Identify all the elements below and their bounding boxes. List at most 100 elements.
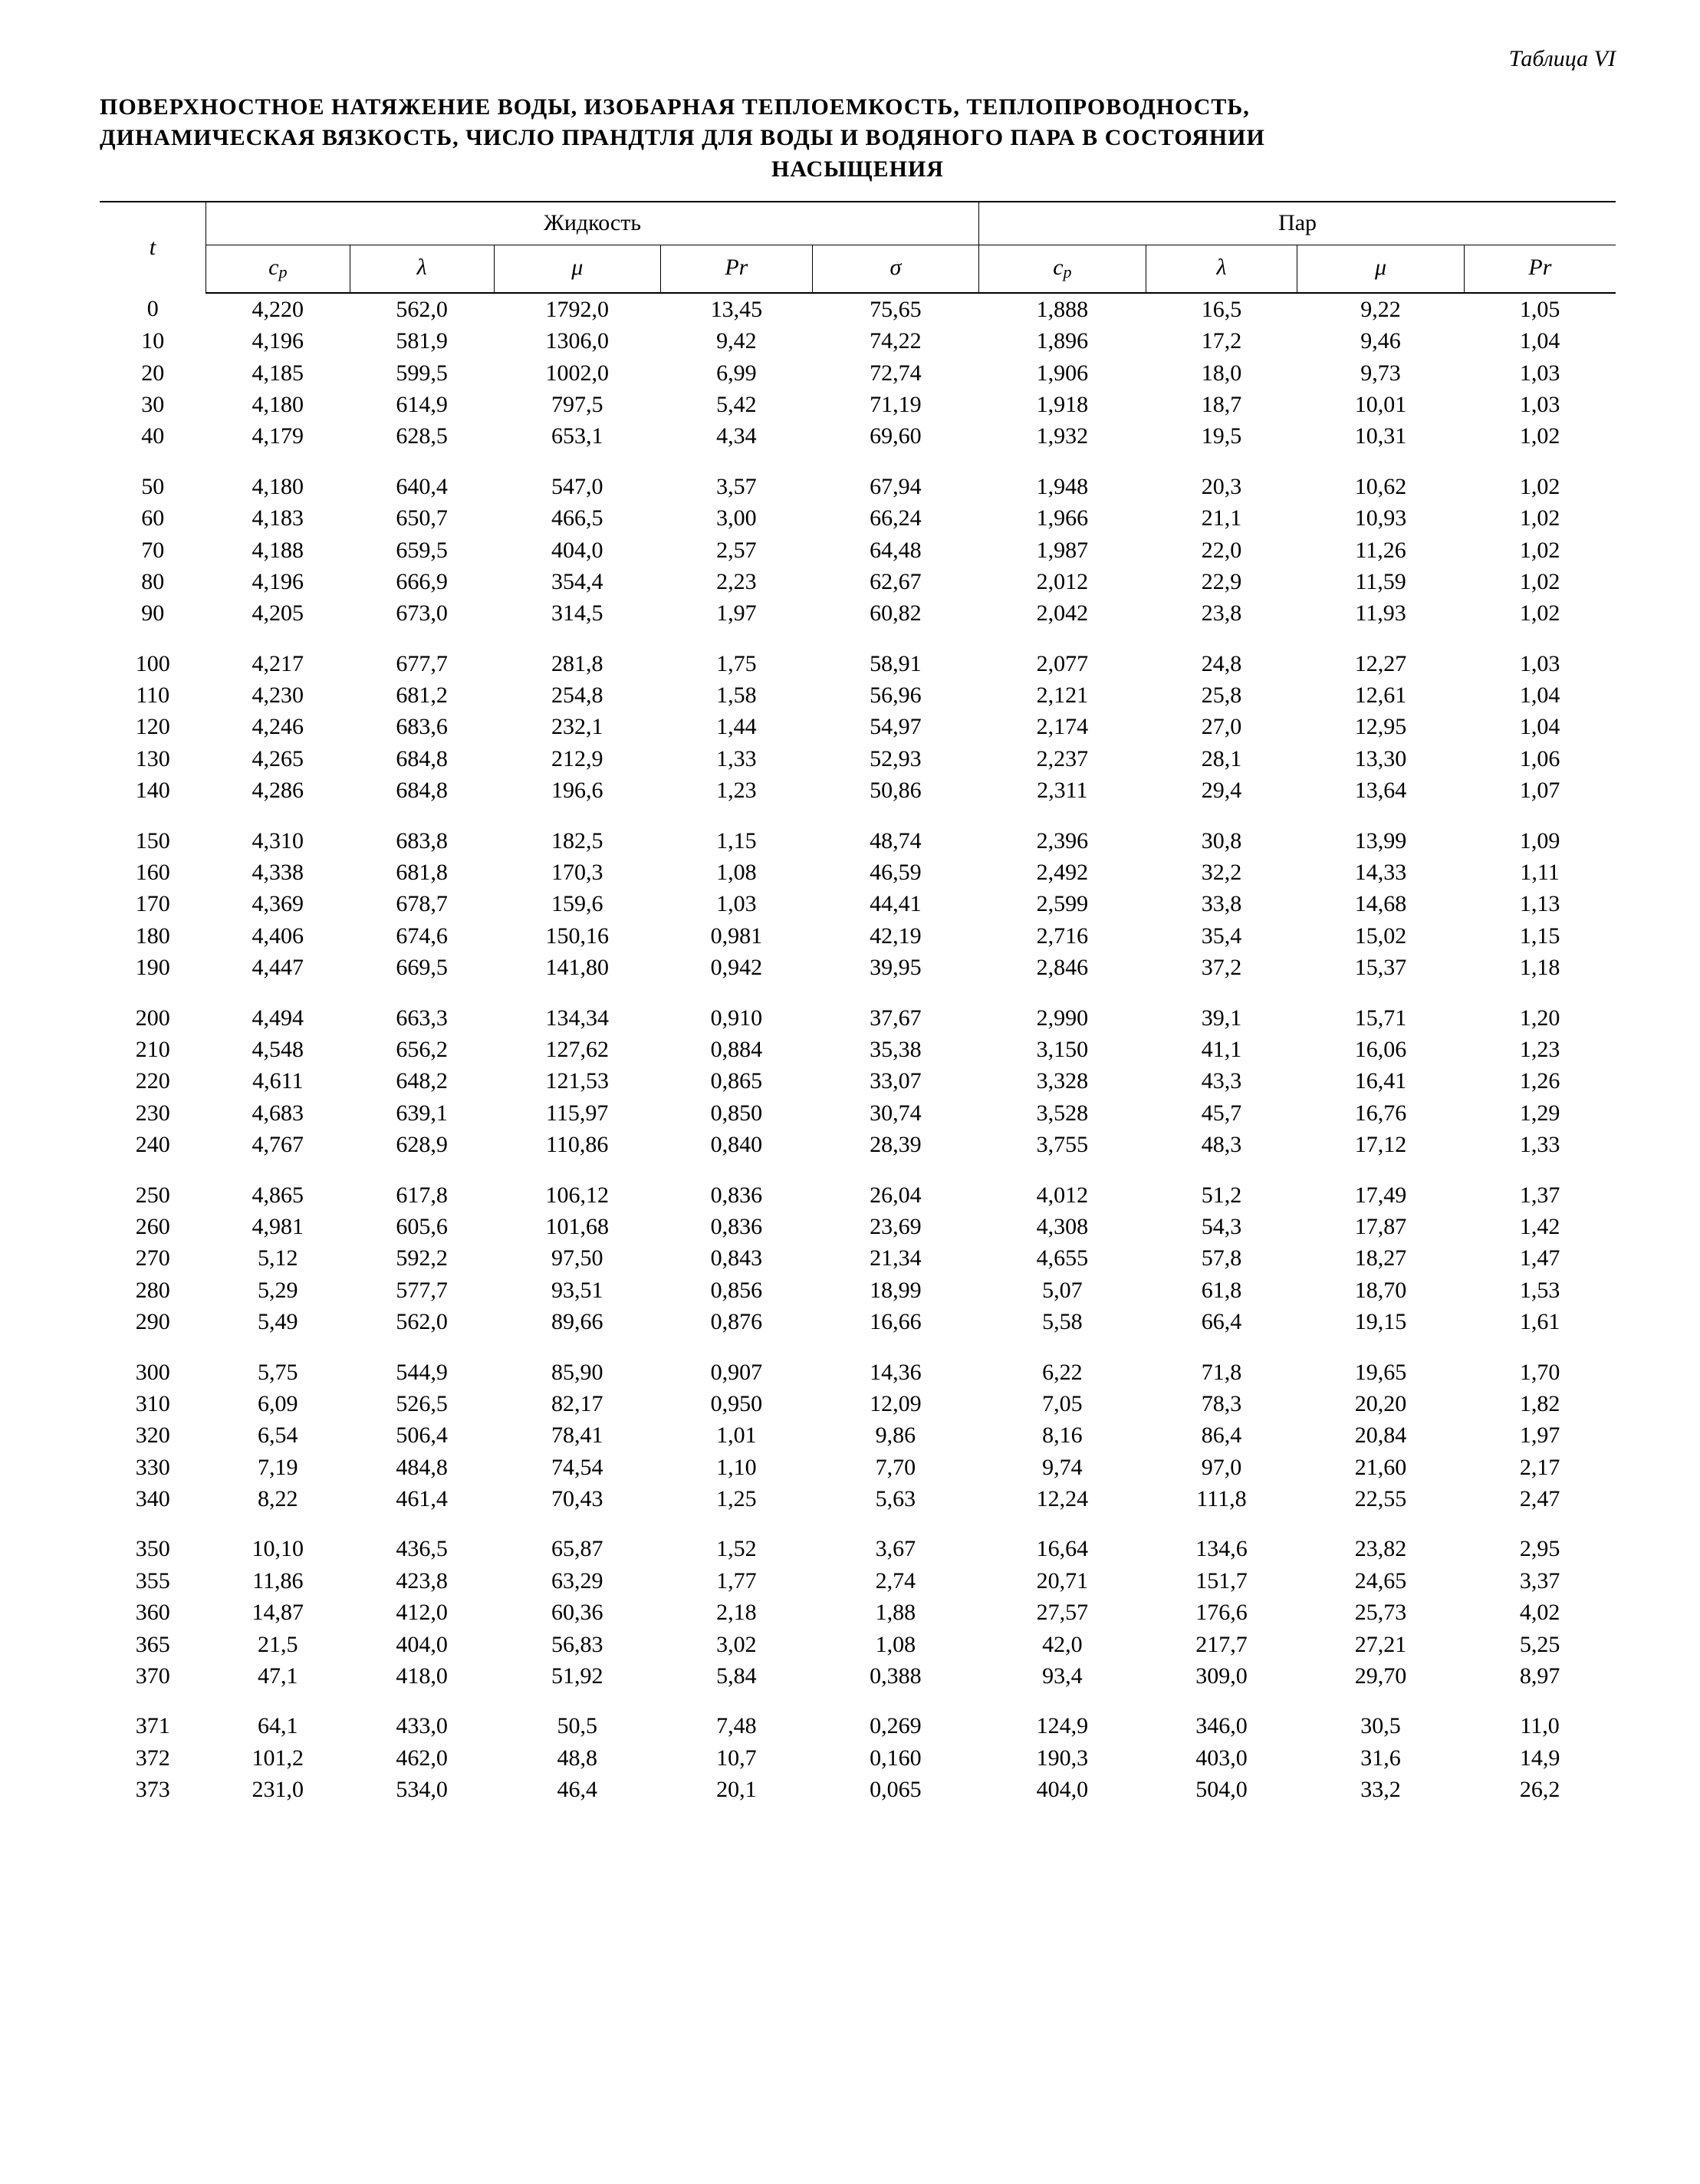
- spacer: [100, 187, 1616, 201]
- table-cell: 1,42: [1464, 1211, 1616, 1242]
- table-cell: 1,13: [1464, 888, 1616, 919]
- table-cell: 21,1: [1146, 502, 1297, 534]
- table-row: 1404,286684,8196,61,2350,862,31129,413,6…: [100, 775, 1616, 806]
- table-cell: 0,836: [660, 1161, 812, 1211]
- table-cell: 2,012: [979, 566, 1146, 597]
- table-row: 2304,683639,1115,970,85030,743,52845,716…: [100, 1097, 1616, 1129]
- table-cell: 0,884: [660, 1034, 812, 1065]
- table-cell: 684,8: [350, 743, 494, 775]
- table-cell: 0,876: [660, 1306, 812, 1337]
- table-cell: 2,492: [979, 857, 1146, 888]
- table-cell: 47,1: [206, 1660, 350, 1692]
- table-cell: 101,68: [494, 1211, 660, 1242]
- table-cell: 26,2: [1464, 1774, 1616, 1805]
- table-cell: 15,02: [1297, 920, 1464, 952]
- table-cell: 436,5: [350, 1515, 494, 1564]
- table-cell: 196,6: [494, 775, 660, 806]
- table-cell: 1,03: [660, 888, 812, 919]
- table-cell: 151,7: [1146, 1565, 1297, 1597]
- table-cell: 4,02: [1464, 1597, 1616, 1628]
- table-cell: 14,36: [812, 1338, 978, 1388]
- table-cell: 78,3: [1146, 1388, 1297, 1419]
- table-cell: 101,2: [206, 1742, 350, 1774]
- table-cell: 290: [100, 1306, 206, 1337]
- table-cell: 354,4: [494, 566, 660, 597]
- table-row: 1304,265684,8212,91,3352,932,23728,113,3…: [100, 743, 1616, 775]
- table-cell: 1,77: [660, 1565, 812, 1597]
- properties-table: t Жидкость Пар cp λ μ Pr σ cp λ μ Pr 04,…: [100, 201, 1616, 1806]
- table-cell: 310: [100, 1388, 206, 1419]
- table-cell: 0,269: [812, 1692, 978, 1742]
- table-row: 37164,1433,050,57,480,269124,9346,030,51…: [100, 1692, 1616, 1742]
- table-cell: 7,48: [660, 1692, 812, 1742]
- table-cell: 14,33: [1297, 857, 1464, 888]
- table-row: 2404,767628,9110,860,84028,393,75548,317…: [100, 1129, 1616, 1160]
- table-cell: 52,93: [812, 743, 978, 775]
- table-cell: 461,4: [350, 1483, 494, 1515]
- table-row: 3206,54506,478,411,019,868,1686,420,841,…: [100, 1419, 1616, 1451]
- table-cell: 412,0: [350, 1597, 494, 1628]
- table-cell: 240: [100, 1129, 206, 1160]
- table-cell: 423,8: [350, 1565, 494, 1597]
- table-cell: 1,01: [660, 1419, 812, 1451]
- title-line-3: НАСЫЩЕНИЯ: [100, 156, 1616, 183]
- table-cell: 121,53: [494, 1065, 660, 1097]
- table-cell: 27,0: [1146, 711, 1297, 742]
- table-cell: 320: [100, 1419, 206, 1451]
- table-cell: 340: [100, 1483, 206, 1515]
- table-cell: 504,0: [1146, 1774, 1297, 1805]
- table-cell: 35,4: [1146, 920, 1297, 952]
- table-cell: 232,1: [494, 711, 660, 742]
- table-cell: 2,599: [979, 888, 1146, 919]
- table-cell: 30,8: [1146, 807, 1297, 857]
- table-cell: 15,37: [1297, 952, 1464, 983]
- table-cell: 1,888: [979, 293, 1146, 325]
- table-cell: 1,09: [1464, 807, 1616, 857]
- table-cell: 33,2: [1297, 1774, 1464, 1805]
- table-cell: 93,51: [494, 1275, 660, 1306]
- table-cell: 2,174: [979, 711, 1146, 742]
- table-cell: 86,4: [1146, 1419, 1297, 1451]
- table-cell: 4,183: [206, 502, 350, 534]
- table-cell: 10,01: [1297, 389, 1464, 420]
- table-cell: 346,0: [1146, 1692, 1297, 1742]
- table-cell: 1,04: [1464, 711, 1616, 742]
- table-cell: 1,02: [1464, 452, 1616, 502]
- table-cell: 663,3: [350, 984, 494, 1034]
- table-row: 372101,2462,048,810,70,160190,3403,031,6…: [100, 1742, 1616, 1774]
- table-row: 36521,5404,056,833,021,0842,0217,727,215…: [100, 1629, 1616, 1660]
- table-cell: 28,1: [1146, 743, 1297, 775]
- table-cell: 1,44: [660, 711, 812, 742]
- table-cell: 12,95: [1297, 711, 1464, 742]
- table-cell: 466,5: [494, 502, 660, 534]
- table-cell: 78,41: [494, 1419, 660, 1451]
- table-cell: 134,34: [494, 984, 660, 1034]
- table-cell: 31,6: [1297, 1742, 1464, 1774]
- table-cell: 44,41: [812, 888, 978, 919]
- table-cell: 1306,0: [494, 325, 660, 357]
- table-cell: 11,59: [1297, 566, 1464, 597]
- table-cell: 66,24: [812, 502, 978, 534]
- table-cell: 1,966: [979, 502, 1146, 534]
- table-cell: 46,59: [812, 857, 978, 888]
- table-row: 2004,494663,3134,340,91037,672,99039,115…: [100, 984, 1616, 1034]
- table-cell: 403,0: [1146, 1742, 1297, 1774]
- table-cell: 254,8: [494, 679, 660, 711]
- table-cell: 1,08: [812, 1629, 978, 1660]
- table-cell: 2,990: [979, 984, 1146, 1034]
- table-cell: 30,74: [812, 1097, 978, 1129]
- group-liquid: Жидкость: [206, 202, 978, 245]
- table-cell: 250: [100, 1161, 206, 1211]
- table-cell: 16,66: [812, 1306, 978, 1337]
- table-cell: 18,27: [1297, 1242, 1464, 1274]
- table-cell: 24,65: [1297, 1565, 1464, 1597]
- table-cell: 1,33: [1464, 1129, 1616, 1160]
- table-cell: 314,5: [494, 597, 660, 629]
- table-cell: 1,75: [660, 630, 812, 679]
- table-cell: 17,2: [1146, 325, 1297, 357]
- table-row: 04,220562,01792,013,4575,651,88816,59,22…: [100, 293, 1616, 325]
- table-cell: 97,0: [1146, 1452, 1297, 1483]
- table-cell: 231,0: [206, 1774, 350, 1805]
- table-cell: 141,80: [494, 952, 660, 983]
- table-row: 2905,49562,089,660,87616,665,5866,419,15…: [100, 1306, 1616, 1337]
